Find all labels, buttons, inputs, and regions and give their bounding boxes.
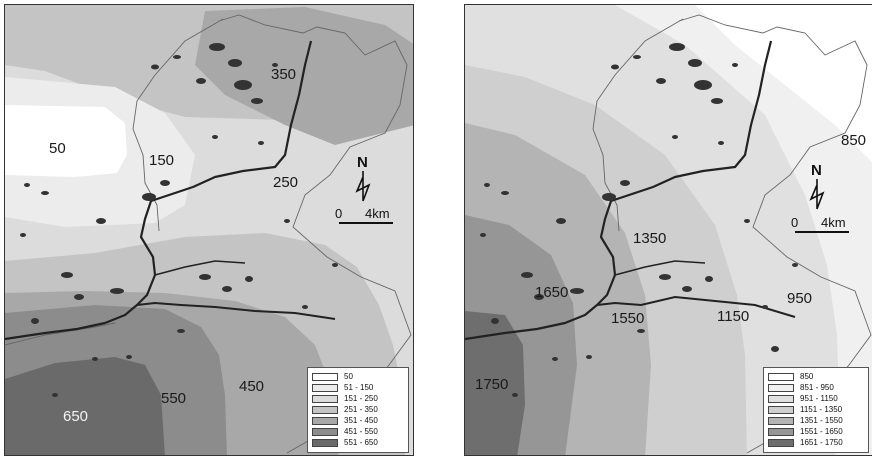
- legend-label: 51 - 150: [344, 382, 374, 392]
- contour-label-950: 950: [787, 290, 812, 307]
- legend-swatch: [312, 383, 338, 392]
- contour-label-1350: 1350: [633, 230, 666, 247]
- legend-label: 351 - 450: [344, 415, 378, 425]
- legend-swatch: [312, 427, 338, 436]
- zone-551-650: [5, 357, 165, 455]
- zone-50: [5, 105, 127, 177]
- legend-item: 51 - 150: [312, 382, 404, 393]
- north-arrow-icon: [809, 179, 825, 210]
- river-main: [5, 40, 313, 341]
- scale-distance: 4km: [821, 215, 846, 230]
- zone-351-450-north: [195, 7, 413, 145]
- legend-label: 50: [344, 371, 353, 381]
- legend-label: 851 - 950: [800, 382, 834, 392]
- left-map-panel: 50 150 250 350 450 550 650 N 0 4km 50 51…: [4, 4, 414, 456]
- contour-label-850: 850: [841, 132, 866, 149]
- north-label: N: [357, 154, 368, 171]
- left-map-canvas: 50 150 250 350 450 550 650 N 0 4km: [5, 5, 413, 455]
- legend-swatch: [768, 383, 794, 392]
- legend-item: 1551 - 1650: [768, 426, 864, 437]
- legend-item: 251 - 350: [312, 404, 404, 415]
- legend-item: 50: [312, 371, 404, 382]
- scale-zero: 0: [335, 206, 342, 221]
- legend-label: 251 - 350: [344, 404, 378, 414]
- right-map-panel: 850 950 1150 1350 1550 1650 1750 N 0 4km…: [464, 4, 872, 456]
- legend-swatch: [768, 405, 794, 414]
- legend-swatch: [312, 394, 338, 403]
- legend-label: 951 - 1150: [800, 393, 838, 403]
- legend-item: 850: [768, 371, 864, 382]
- built-up-patches: [480, 43, 798, 397]
- legend-label: 451 - 550: [344, 426, 378, 436]
- contour-label-1150: 1150: [717, 308, 749, 325]
- right-legend: 850 851 - 950 951 - 1150 1151 - 1350 135…: [763, 367, 869, 453]
- legend-swatch: [768, 427, 794, 436]
- river-main: [465, 40, 773, 341]
- legend-label: 551 - 650: [344, 437, 378, 447]
- legend-item: 1651 - 1750: [768, 437, 864, 448]
- legend-item: 451 - 550: [312, 426, 404, 437]
- legend-item: 851 - 950: [768, 382, 864, 393]
- district-boundary: [218, 14, 412, 454]
- legend-swatch: [312, 416, 338, 425]
- contour-label-150: 150: [149, 152, 174, 169]
- built-up-patches: [20, 43, 338, 397]
- district-boundary-south: [5, 322, 116, 346]
- left-legend: 50 51 - 150 151 - 250 251 - 350 351 - 45…: [307, 367, 409, 453]
- contour-label-1550: 1550: [611, 310, 644, 327]
- scale-zero: 0: [791, 215, 798, 230]
- contour-label-450: 450: [239, 378, 264, 395]
- legend-item: 951 - 1150: [768, 393, 864, 404]
- legend-swatch: [768, 372, 794, 381]
- contour-label-50: 50: [49, 140, 66, 157]
- river-east-branch: [136, 301, 336, 320]
- contour-label-250: 250: [273, 174, 298, 191]
- river-tributary: [614, 260, 706, 276]
- legend-label: 850: [800, 371, 814, 381]
- legend-label: 1551 - 1650: [800, 426, 843, 436]
- legend-swatch: [312, 405, 338, 414]
- scale-distance: 4km: [365, 206, 390, 221]
- river-east-branch: [596, 295, 796, 318]
- zone-850: [695, 5, 872, 162]
- river-tributary: [154, 260, 246, 276]
- legend-label: 1151 - 1350: [800, 404, 843, 414]
- right-map-canvas: 850 950 1150 1350 1550 1650 1750 N 0 4km: [465, 5, 872, 455]
- legend-item: 351 - 450: [312, 415, 404, 426]
- legend-swatch: [768, 394, 794, 403]
- legend-label: 151 - 250: [344, 393, 378, 403]
- legend-swatch: [312, 372, 338, 381]
- legend-item: 1151 - 1350: [768, 404, 864, 415]
- north-arrow-icon: [355, 171, 371, 202]
- legend-item: 1351 - 1550: [768, 415, 864, 426]
- north-label: N: [811, 162, 822, 179]
- legend-swatch: [768, 416, 794, 425]
- contour-label-1750: 1750: [475, 376, 508, 393]
- contour-label-1650: 1650: [535, 284, 568, 301]
- contour-label-650: 650: [63, 408, 88, 425]
- legend-label: 1651 - 1750: [800, 437, 843, 447]
- district-boundary: [678, 14, 872, 454]
- legend-item: 151 - 250: [312, 393, 404, 404]
- legend-item: 551 - 650: [312, 437, 404, 448]
- contour-label-550: 550: [161, 390, 186, 407]
- contour-label-350: 350: [271, 66, 296, 83]
- legend-swatch: [768, 438, 794, 447]
- legend-swatch: [312, 438, 338, 447]
- zone-1651-1750: [465, 311, 525, 455]
- legend-label: 1351 - 1550: [800, 415, 843, 425]
